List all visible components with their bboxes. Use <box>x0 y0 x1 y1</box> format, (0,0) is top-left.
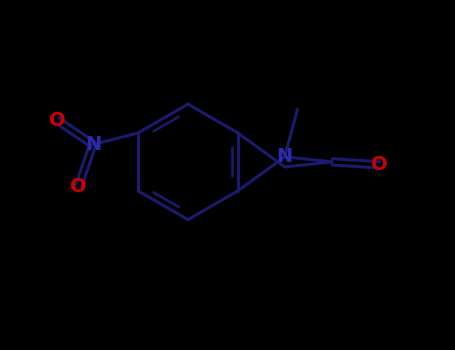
Text: O: O <box>49 111 66 130</box>
Text: N: N <box>85 135 101 154</box>
Text: O: O <box>371 155 388 174</box>
Text: O: O <box>70 177 87 196</box>
Text: N: N <box>277 147 293 166</box>
